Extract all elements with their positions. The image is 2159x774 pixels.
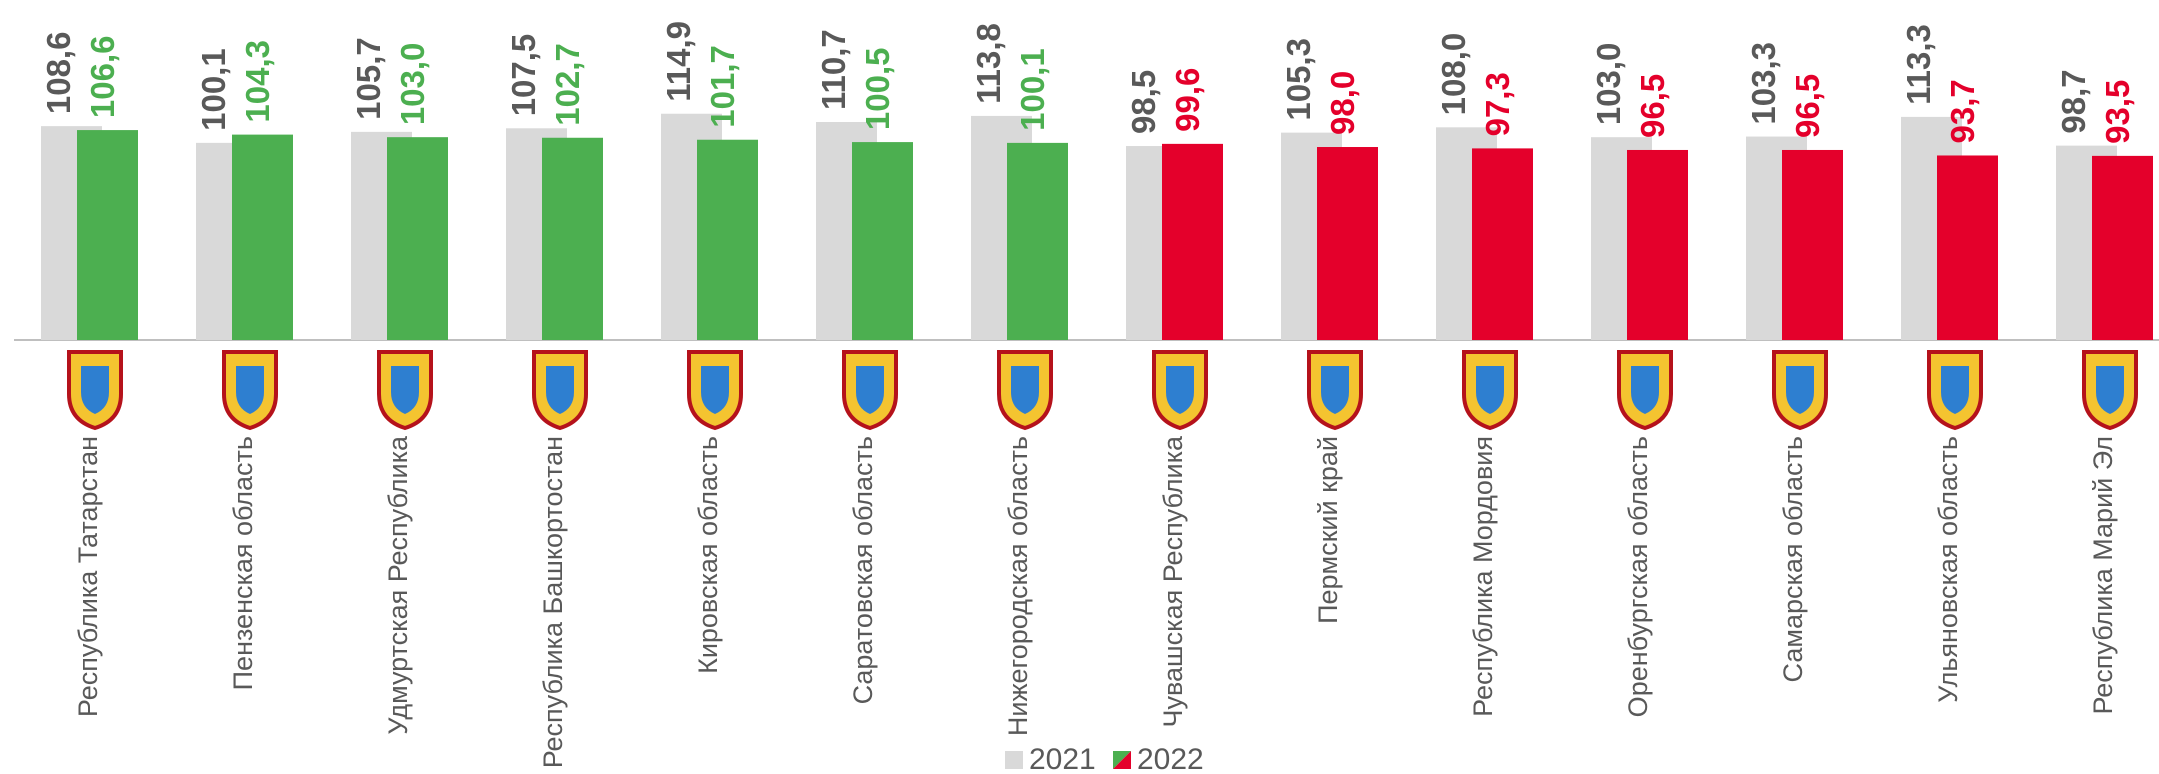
value-label: 113,3 <box>1900 24 1937 105</box>
x-tick-label: Республика Мордовия <box>1468 436 1498 717</box>
value-label: 104,3 <box>239 40 276 123</box>
value-label: 113,8 <box>970 23 1007 104</box>
x-tick-label: Оренбургская область <box>1623 436 1653 717</box>
bar <box>1627 149 1688 340</box>
value-label: 96,5 <box>1789 74 1826 138</box>
value-label: 93,7 <box>1944 79 1981 143</box>
bar <box>1937 155 1998 340</box>
value-label: 103,3 <box>1745 42 1782 125</box>
value-label: 103,0 <box>1590 43 1627 126</box>
x-tick-label: Удмуртская Республика <box>383 435 413 735</box>
value-label: 97,3 <box>1479 72 1516 136</box>
value-label: 100,5 <box>859 47 896 130</box>
value-label: 98,5 <box>1125 70 1162 134</box>
bar <box>1472 148 1533 340</box>
value-label: 102,7 <box>549 43 586 126</box>
bar <box>1782 149 1843 340</box>
emblems <box>67 350 2138 430</box>
x-tick-label: Республика Башкортостан <box>538 436 568 768</box>
value-label: 100,1 <box>195 48 232 131</box>
value-label: 105,3 <box>1280 38 1317 121</box>
x-tick-label: Саратовская область <box>848 436 878 704</box>
value-label: 105,7 <box>350 37 387 120</box>
bar <box>1162 143 1223 340</box>
bar <box>697 139 758 340</box>
value-label: 98,0 <box>1324 71 1361 135</box>
bar <box>2092 155 2153 340</box>
x-tick-label: Ульяновская область <box>1933 436 1963 703</box>
value-label: 98,7 <box>2055 69 2092 133</box>
value-label: 108,0 <box>1435 33 1472 116</box>
bar <box>852 142 913 340</box>
bar <box>1317 147 1378 340</box>
x-tick-label: Чувашская Республика <box>1158 435 1188 728</box>
x-tick-label: Пермский край <box>1313 436 1343 624</box>
x-tick-label: Республика Татарстан <box>73 436 103 717</box>
value-label: 108,6 <box>40 32 77 115</box>
value-label: 96,5 <box>1634 74 1671 138</box>
value-label: 100,1 <box>1014 48 1051 131</box>
x-tick-label: Республика Марий Эл <box>2088 436 2118 715</box>
legend-label: 2021 <box>1029 743 1096 774</box>
bar <box>1007 142 1068 340</box>
x-tick-label: Самарская область <box>1778 436 1808 682</box>
value-label: 114,9 <box>660 21 697 102</box>
bar <box>77 130 138 340</box>
bar <box>387 137 448 340</box>
legend-swatch <box>1113 751 1131 769</box>
value-label: 99,6 <box>1169 68 1206 132</box>
value-label: 107,5 <box>505 34 542 117</box>
value-label: 106,6 <box>84 35 121 118</box>
value-label: 101,7 <box>704 45 741 128</box>
x-tick-label: Пензенская область <box>228 436 258 690</box>
value-label: 110,7 <box>815 29 852 110</box>
value-label: 93,5 <box>2099 80 2136 144</box>
legend-swatch <box>1005 751 1023 769</box>
bar <box>542 137 603 340</box>
x-tick-label: Нижегородская область <box>1003 436 1033 736</box>
value-label: 103,0 <box>394 43 431 126</box>
x-tick-label: Кировская область <box>693 436 723 674</box>
legend-label: 2022 <box>1137 743 1204 774</box>
bar <box>232 134 293 340</box>
